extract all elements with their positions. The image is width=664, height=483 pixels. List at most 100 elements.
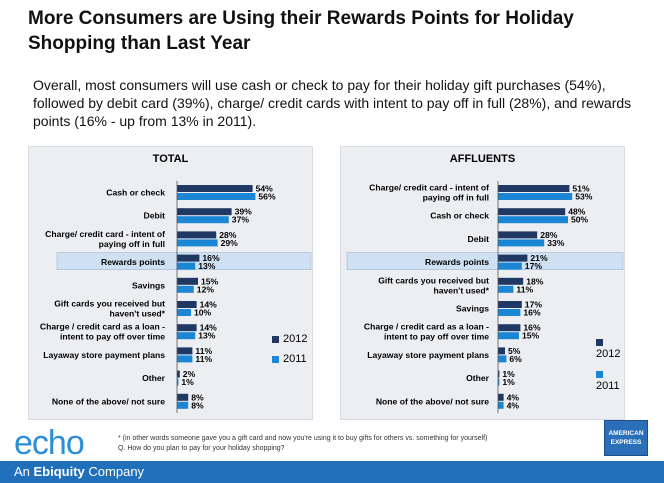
bar-2012 [177, 208, 232, 216]
data-label-2011: 56% [258, 192, 276, 202]
category-label: Layaway store payment plans [367, 350, 489, 360]
category-label: Gift cards you received but [54, 299, 165, 309]
footer-bar [0, 461, 664, 483]
bar-2012 [177, 254, 200, 262]
data-label-2011: 53% [575, 192, 593, 202]
bar-2012 [498, 324, 521, 332]
category-label: Savings [132, 280, 165, 290]
legend-swatch-2011 [272, 355, 279, 363]
legend-affluents: 2012 2011 [596, 336, 624, 392]
category-label: Cash or check [430, 211, 489, 221]
category-label: Other [466, 373, 490, 383]
data-label-2011: 4% [507, 400, 520, 410]
bar-2011 [498, 262, 522, 270]
data-label-2012: 16% [202, 253, 220, 263]
category-label: paying off in full [99, 239, 165, 249]
category-label: Layaway store payment plans [43, 350, 165, 360]
echo-logo: echo [14, 424, 85, 462]
tagline-suffix: Company [84, 464, 145, 479]
bar-2012 [177, 231, 217, 239]
data-label-2011: 12% [197, 284, 215, 294]
data-label-2011: 11% [516, 284, 533, 294]
bar-2011 [498, 355, 507, 363]
bar-2011 [498, 216, 568, 224]
legend-label-2011: 2011 [596, 380, 620, 392]
bar-2012 [177, 301, 197, 308]
data-label-2012: 4% [507, 392, 520, 402]
legend-item-2011: 2011 [272, 353, 307, 365]
affluents-chart-panel: AFFLUENTS Charge/ credit card - intent o… [340, 146, 625, 420]
category-label: paying off in full [423, 193, 489, 203]
category-row: Debit 39%37% [144, 207, 253, 225]
category-label: Rewards points [425, 257, 489, 267]
american-express-logo: AMERICAN EXPRESS [604, 420, 648, 456]
bar-2012 [498, 370, 500, 378]
data-label-2011: 29% [221, 238, 239, 248]
data-label-2012: 17% [525, 300, 543, 310]
bar-2012 [498, 231, 538, 239]
legend-swatch-2012 [596, 338, 603, 346]
category-label: Rewards points [101, 257, 165, 267]
amex-line-1: AMERICAN [608, 430, 644, 437]
bar-2011 [498, 378, 500, 386]
data-label-2012: 54% [256, 184, 274, 194]
bar-2012 [498, 254, 528, 262]
category-label: Charge/ credit card - intent of [369, 183, 489, 193]
data-label-2011: 13% [198, 261, 216, 271]
legend-swatch-2011 [596, 370, 603, 378]
data-label-2012: 2% [183, 369, 196, 379]
company-tagline: An Ebiquity Company [14, 464, 144, 479]
bar-2011 [498, 309, 521, 316]
bar-2011 [498, 332, 519, 340]
data-label-2012: 16% [523, 323, 541, 333]
category-row: None of the above/ not sure 8%8% [52, 392, 204, 410]
category-label: Charge / credit card as a loan - [364, 322, 489, 332]
data-label-2011: 50% [571, 215, 589, 225]
category-label: None of the above/ not sure [52, 396, 165, 406]
category-label: haven't used* [109, 309, 165, 319]
category-label: Gift cards you received but [378, 275, 489, 285]
legend-label-2012: 2012 [596, 348, 621, 360]
bar-2012 [498, 208, 566, 216]
data-label-2012: 11% [195, 346, 212, 356]
bar-2012 [498, 185, 570, 192]
category-row: Savings 17%16% [456, 300, 542, 318]
category-label: Cash or check [106, 188, 165, 198]
data-label-2011: 33% [547, 238, 565, 248]
summary-text: Overall, most consumers will use cash or… [33, 77, 632, 129]
tagline-company-name: Ebiquity [33, 464, 85, 479]
category-label: None of the above/ not sure [376, 396, 489, 406]
category-row: Rewards points 16%13% [56, 252, 312, 271]
data-label-2011: 15% [522, 331, 540, 341]
data-label-2012: 15% [201, 276, 219, 286]
category-label: Savings [456, 304, 489, 314]
data-label-2012: 18% [526, 276, 544, 286]
data-label-2012: 8% [191, 392, 204, 402]
legend-label-2011: 2011 [283, 353, 307, 365]
bar-2011 [177, 216, 229, 224]
total-bar-chart: Cash or check 54%56% Debit 39%37% Charge/ cr… [40, 181, 312, 413]
bar-2012 [498, 277, 524, 285]
bar-2011 [177, 285, 194, 293]
data-label-2012: 28% [219, 230, 237, 240]
chart-title-affluents: AFFLUENTS [449, 153, 516, 165]
bar-2012 [177, 370, 180, 378]
tagline-prefix: An [14, 464, 34, 479]
bar-2012 [177, 324, 197, 332]
data-label-2011: 11% [195, 354, 212, 364]
bar-2011 [177, 309, 191, 316]
category-row: Layaway store payment plans 5%6% [367, 346, 522, 364]
data-label-2011: 1% [502, 377, 515, 387]
data-label-2012: 14% [200, 323, 218, 333]
bar-2011 [177, 355, 193, 363]
bar-2011 [177, 332, 196, 340]
data-label-2012: 1% [502, 369, 515, 379]
data-label-2011: 6% [509, 354, 522, 364]
data-label-2011: 37% [232, 215, 250, 225]
bar-2011 [177, 378, 179, 386]
data-label-2012: 21% [530, 253, 548, 263]
category-row: Charge / credit card as a loan -intent t… [364, 322, 541, 342]
amex-line-2: EXPRESS [610, 439, 642, 446]
